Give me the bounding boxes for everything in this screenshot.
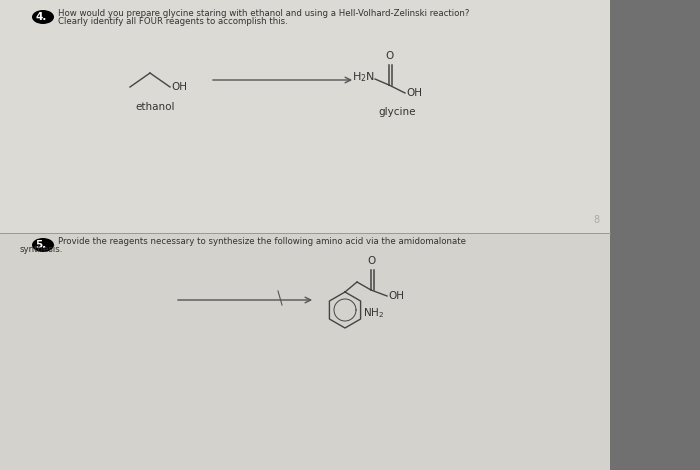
Text: Provide the reagents necessary to synthesize the following amino acid via the am: Provide the reagents necessary to synthe…: [58, 236, 466, 245]
Text: 8: 8: [594, 215, 600, 225]
Text: NH$_2$: NH$_2$: [363, 306, 384, 320]
Text: 4.: 4.: [35, 11, 46, 22]
Text: 5.: 5.: [35, 240, 46, 250]
Text: glycine: glycine: [378, 107, 416, 117]
Bar: [0, 233, 610, 470]
Text: H$_2$N: H$_2$N: [352, 70, 375, 84]
Text: OH: OH: [388, 291, 404, 301]
Text: How would you prepare glycine staring with ethanol and using a Hell-Volhard-Zeli: How would you prepare glycine staring wi…: [58, 8, 470, 17]
Text: synthesis.: synthesis.: [20, 245, 64, 254]
Ellipse shape: [32, 238, 54, 252]
Text: O: O: [386, 51, 394, 61]
Bar: [0, 0, 610, 233]
Text: O: O: [368, 256, 376, 266]
Bar: [610, 0, 700, 470]
Text: OH: OH: [406, 88, 422, 98]
Text: ethanol: ethanol: [135, 102, 175, 112]
Ellipse shape: [32, 10, 54, 24]
Text: OH: OH: [171, 82, 187, 92]
Text: Clearly identify all FOUR reagents to accomplish this.: Clearly identify all FOUR reagents to ac…: [58, 16, 288, 25]
